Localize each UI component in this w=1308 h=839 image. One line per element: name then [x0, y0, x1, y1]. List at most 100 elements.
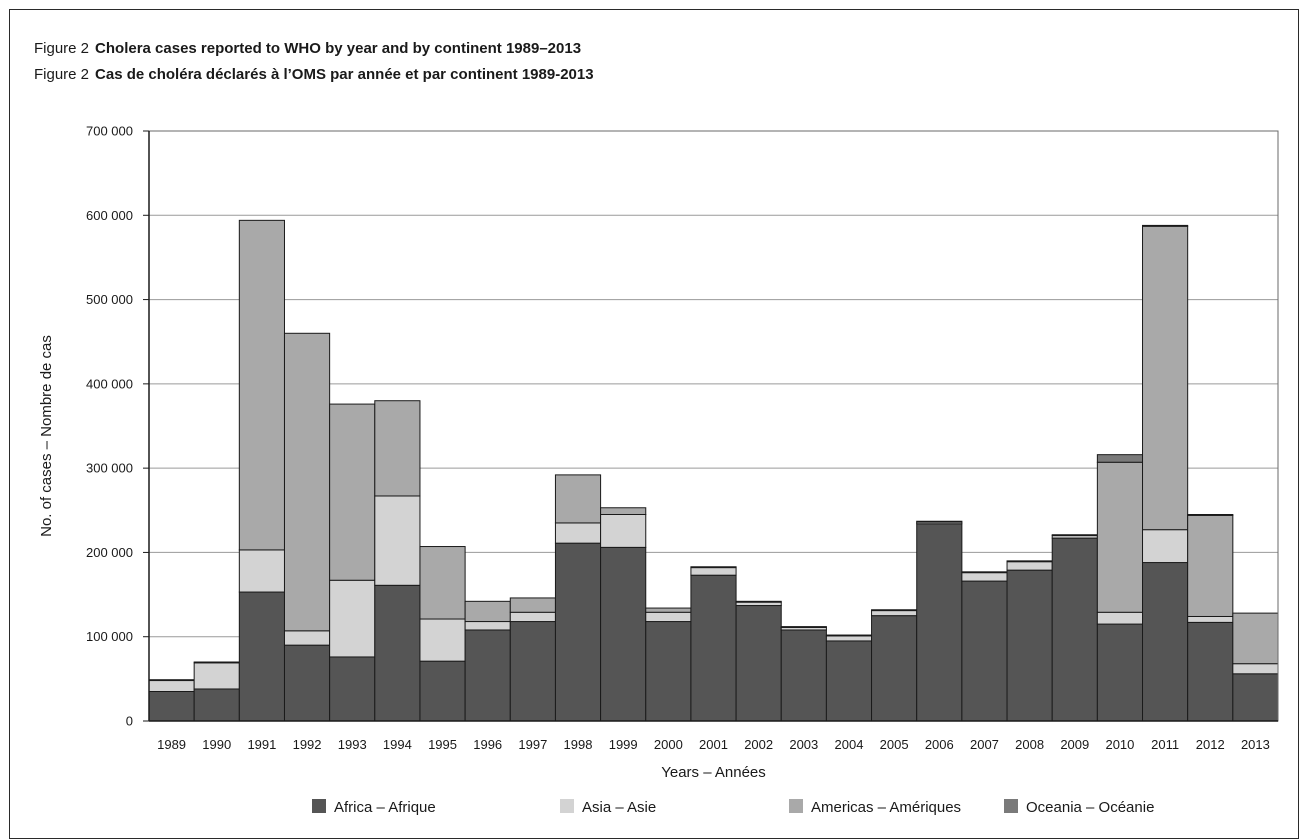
- legend-item: Americas – Amériques: [789, 799, 961, 816]
- y-tick-label: 0: [126, 714, 133, 729]
- figure-title: Cas de choléra déclarés à l’OMS par anné…: [95, 66, 594, 83]
- bar-segment-2009: [1051, 537, 1098, 722]
- x-tick-label: 2006: [925, 737, 954, 752]
- bar-segment-2000: [645, 621, 692, 722]
- legend-label: Americas – Amériques: [811, 799, 961, 816]
- bar-segment-2012: [1187, 514, 1234, 617]
- chart-title-french: Figure 2 Cas de choléra déclarés à l’OMS …: [34, 66, 594, 83]
- x-tick-label: 2000: [654, 737, 683, 752]
- bar-segment-1996: [464, 621, 511, 631]
- bar-segment-2010: [1096, 454, 1144, 463]
- bar-segment-1989: [148, 679, 195, 682]
- bar-segment-1999: [600, 546, 647, 722]
- bar-segment-2013: [1232, 663, 1279, 675]
- bar-segment-1994: [374, 400, 421, 497]
- x-tick-label: 1996: [473, 737, 502, 752]
- bar-segment-2013: [1232, 612, 1279, 665]
- y-tick-label: 700 000: [86, 124, 133, 139]
- legend-swatch: [312, 799, 326, 813]
- bar-segment-2007: [961, 571, 1008, 574]
- legend-swatch: [1004, 799, 1018, 813]
- x-tick-label: 2010: [1105, 737, 1134, 752]
- bar-segment-1996: [464, 600, 511, 623]
- bar-segment-1990: [193, 688, 240, 722]
- x-tick-label: 1990: [202, 737, 231, 752]
- figure-title: Cholera cases reported to WHO by year an…: [95, 40, 582, 57]
- y-tick-label: 600 000: [86, 208, 133, 223]
- bar-segment-2010: [1096, 611, 1144, 625]
- bar-segment-1991: [238, 549, 285, 593]
- bar-segment-2007: [961, 580, 1008, 722]
- bar-segment-2002: [735, 605, 782, 722]
- bar-segment-2000: [645, 607, 692, 613]
- bar-segment-1997: [509, 611, 556, 623]
- bar-segment-2001: [690, 567, 737, 576]
- y-tick-label: 300 000: [86, 461, 133, 476]
- bar-segment-1989: [148, 680, 195, 692]
- bar-segment-1994: [374, 584, 421, 722]
- x-tick-label: 2012: [1196, 737, 1225, 752]
- x-tick-label: 2003: [789, 737, 818, 752]
- bar-segment-2004: [825, 640, 873, 722]
- chart-title-english: Figure 2 Cholera cases reported to WHO by…: [34, 40, 581, 57]
- bar-segment-2005: [871, 609, 918, 612]
- x-tick-label: 2011: [1151, 737, 1179, 752]
- x-tick-label: 1998: [564, 737, 593, 752]
- bar-segment-2006: [916, 520, 963, 523]
- x-tick-label: 1993: [338, 737, 367, 752]
- legend-item: Africa – Afrique: [312, 799, 436, 816]
- bar-segment-2003: [780, 629, 827, 722]
- bar-segment-2012: [1187, 621, 1234, 722]
- bar-segment-2008: [1006, 560, 1053, 563]
- x-tick-label: 1992: [293, 737, 322, 752]
- bar-segment-2004: [825, 635, 873, 642]
- bar-segment-1998: [554, 474, 602, 524]
- x-tick-label: 2005: [880, 737, 909, 752]
- legend-label: Oceania – Océanie: [1026, 799, 1154, 816]
- bar-segment-1997: [509, 597, 556, 613]
- bar-segment-1993: [329, 656, 376, 722]
- x-tick-label: 1989: [157, 737, 186, 752]
- bar-segment-2013: [1232, 673, 1279, 722]
- bar-segment-2008: [1006, 569, 1053, 722]
- x-axis-label: Years – Années: [661, 764, 766, 781]
- bar-segment-1991: [238, 591, 285, 722]
- bar-segment-1996: [464, 629, 511, 722]
- bar-segment-2003: [780, 626, 827, 628]
- x-tick-label: 2009: [1060, 737, 1089, 752]
- y-tick-labels: 0 100 000 200 000 300 000 400 000 500 000 600 …: [86, 124, 149, 729]
- x-tick-label: 2001: [699, 737, 728, 752]
- bar-segment-1990: [193, 661, 240, 664]
- bar-segment-2001: [690, 574, 737, 722]
- y-axis-label: No. of cases – Nombre de cas: [38, 335, 55, 537]
- legend-label: Africa – Afrique: [334, 799, 436, 816]
- legend-swatch: [560, 799, 574, 813]
- bar-segment-2008: [1006, 561, 1053, 571]
- bar-segment-2004: [825, 634, 873, 637]
- y-tick-label: 100 000: [86, 629, 133, 644]
- bar-segment-1992: [283, 644, 331, 722]
- bar-segment-2000: [645, 611, 692, 623]
- legend-label: Asia – Asie: [582, 799, 656, 816]
- bar-segment-1995: [419, 618, 466, 662]
- bar-segment-1989: [148, 691, 195, 722]
- y-tick-label: 500 000: [86, 292, 133, 307]
- bar-segment-1999: [600, 507, 647, 515]
- y-tick-label: 200 000: [86, 545, 133, 560]
- bar-segment-1991: [238, 219, 285, 551]
- x-tick-label: 1994: [383, 737, 412, 752]
- bar-segment-2011: [1142, 225, 1189, 531]
- bar-segment-2007: [961, 572, 1008, 582]
- bar-segment-2011: [1142, 224, 1189, 227]
- bar-segment-2002: [735, 600, 782, 603]
- figure-label: Figure 2: [34, 40, 90, 57]
- x-tick-label: 2002: [744, 737, 773, 752]
- bar-segment-1992: [283, 332, 331, 632]
- bar-segment-2010: [1096, 623, 1144, 722]
- x-tick-label: 1995: [428, 737, 457, 752]
- bar-segment-2005: [871, 610, 918, 617]
- bar-segment-1993: [329, 403, 376, 581]
- legend-swatch: [789, 799, 803, 813]
- bar-segment-2002: [735, 601, 782, 607]
- bar-segment-1990: [193, 662, 240, 690]
